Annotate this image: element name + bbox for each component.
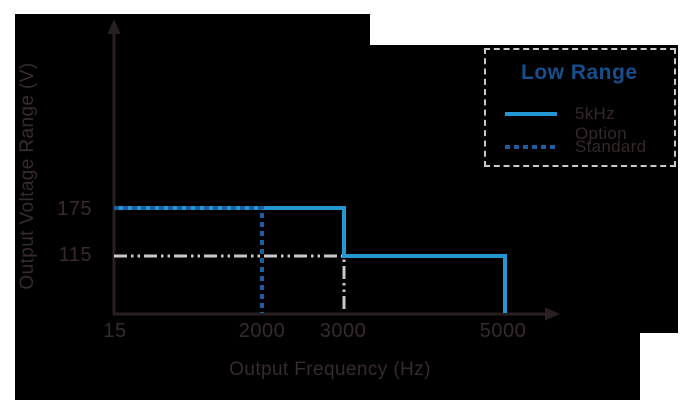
x-tick-15: 15	[103, 320, 127, 342]
dashed-line-swatch-icon	[505, 145, 557, 149]
x-tick-5000: 5000	[479, 320, 527, 342]
solid-line-swatch-icon	[505, 112, 557, 116]
x-axis-title: Output Frequency (Hz)	[229, 359, 431, 380]
x-axis-arrow-icon	[545, 307, 560, 321]
x-tick-3000: 3000	[319, 320, 367, 342]
legend-item-label: 5kHz Option	[575, 104, 627, 143]
series-line-standard	[114, 206, 264, 313]
y-tick-175: 175	[57, 198, 92, 220]
series-line-5khz-option	[114, 206, 507, 313]
series-line-reference-115v-3000hz	[114, 254, 346, 313]
chart-lines	[114, 206, 507, 313]
legend-box: Low Range 5kHz Option Standard	[484, 48, 676, 167]
legend-item-label: Standard	[575, 137, 647, 156]
y-tick-115: 115	[58, 244, 92, 266]
x-tick-2000: 2000	[238, 320, 286, 342]
y-axis-arrow-icon	[107, 19, 121, 34]
legend-item-standard: Standard	[505, 137, 665, 157]
y-axis-title: Output Voltage Range (V)	[17, 62, 38, 290]
legend-item-5khz-option: 5kHz Option	[505, 104, 665, 143]
legend-title: Low Range	[521, 61, 638, 84]
